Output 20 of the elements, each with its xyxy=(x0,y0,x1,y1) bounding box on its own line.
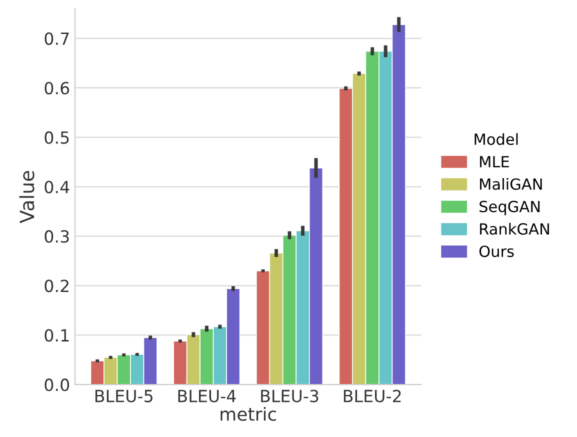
legend-label: MLE xyxy=(480,156,509,168)
x-tick-label: BLEU-2 xyxy=(344,390,401,402)
legend-label: SeqGAN xyxy=(480,200,540,216)
x-axis-title: metric xyxy=(220,406,276,421)
y-tick-label: 0.1 xyxy=(44,329,69,342)
legend-label: MaliGAN xyxy=(480,178,542,190)
x-tick-label: BLEU-4 xyxy=(178,390,236,402)
y-tick-label: 0.0 xyxy=(44,378,70,392)
y-tick-label: 0.4 xyxy=(44,180,70,194)
y-tick-label: 0.5 xyxy=(44,131,69,144)
y-tick-label: 0.6 xyxy=(44,82,70,94)
legend-title: Model xyxy=(474,133,518,146)
legend-label: RankGAN xyxy=(480,222,549,235)
x-tick-label: BLEU-5 xyxy=(95,390,152,402)
x-tick-label: BLEU-3 xyxy=(261,390,318,402)
y-tick-label: 0.3 xyxy=(44,230,69,243)
y-tick-label: 0.7 xyxy=(44,32,69,45)
legend-label: Ours xyxy=(479,246,514,258)
y-axis-title: Value xyxy=(19,170,34,224)
y-tick-label: 0.2 xyxy=(44,280,68,292)
